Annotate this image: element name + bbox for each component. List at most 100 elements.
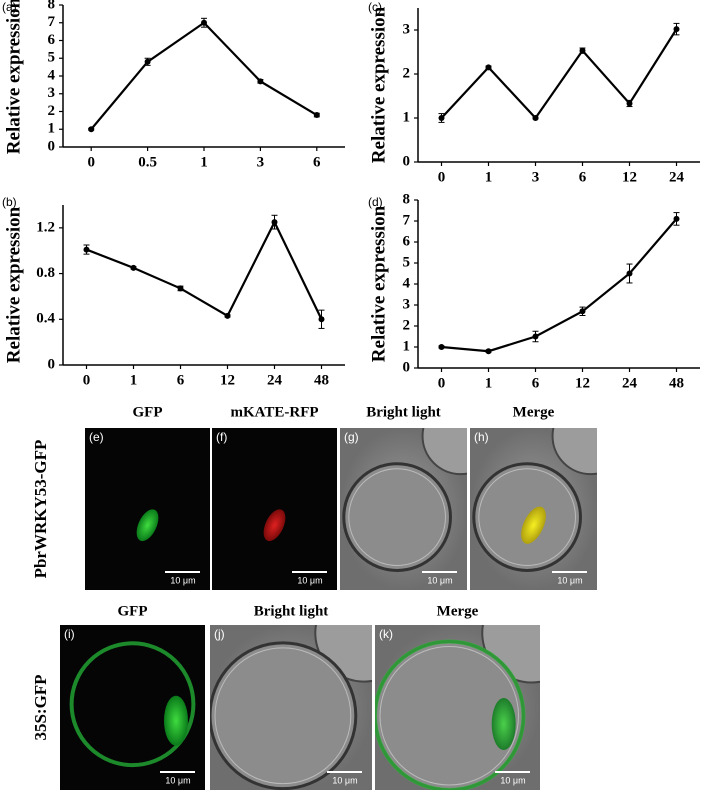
x-tick-label: 0 [438,169,446,185]
scale-label: 10 μm [500,775,525,785]
row-label: 35S:GFP [31,674,50,740]
membrane [375,639,526,790]
y-tick-label: 8 [403,191,411,207]
data-point [673,215,680,222]
data-point [485,64,492,71]
x-tick-label: 12 [575,375,590,391]
cell [551,428,597,476]
data-point [130,264,137,271]
x-tick-label: 48 [314,372,329,388]
panel-label: (a) [2,0,17,14]
y-tick-label: 7 [403,212,411,228]
x-tick-label: 12 [220,372,235,388]
panel-label: (b) [2,195,17,209]
data-point [201,19,207,26]
x-tick-label: 6 [313,154,321,170]
cell [421,428,467,476]
data-point [144,58,151,65]
x-tick-label: 0.5 [138,154,157,170]
y-axis-label: Relative expression [3,206,24,363]
scale-label: 10 μm [332,775,357,785]
panel-title: GFP [118,603,148,619]
micrograph [212,428,337,590]
nucleus [521,506,546,544]
data-point [532,333,539,340]
nucleus [136,509,159,542]
membrane [69,641,196,768]
y-tick-label: 4 [403,275,411,291]
panel-title: Bright light [366,404,441,420]
image-bg [85,428,210,590]
panel-title: Merge [513,404,555,420]
y-axis-label: Relative expression [368,205,389,362]
panel-tag: (e) [89,430,104,444]
data-point [579,308,586,315]
micrograph [470,428,597,590]
panel-title: Bright light [254,603,329,619]
y-tick-label: 0.8 [36,265,55,281]
cell [210,641,358,790]
x-tick-label: 0 [87,154,95,170]
data-line [441,218,678,353]
scale-label: 10 μm [165,775,190,785]
scale-label: 10 μm [170,575,195,585]
y-tick-label: 0 [48,356,56,372]
x-tick-label: 6 [532,375,540,391]
scale-label: 10 μm [427,575,452,585]
cell [314,625,372,683]
panel-tag: (h) [474,430,489,444]
data-point [177,285,184,292]
y-tick-label: 2 [403,317,411,333]
panel-tag: (j) [214,627,225,641]
nucleus [164,695,188,746]
image-bg [212,428,337,590]
cell [481,625,540,684]
y-tick-label: 4 [48,67,56,83]
x-tick-label: 1 [485,169,493,185]
y-tick-label: 1 [403,109,411,125]
panel-title: mKATE-RFP [230,404,318,420]
cell-inner [214,647,352,785]
x-tick-label: 3 [257,154,265,170]
micrograph [85,428,210,590]
nucleus [491,698,516,750]
y-axis-label: Relative expression [3,0,24,154]
y-tick-label: 1.2 [36,219,55,235]
data-line [90,21,318,130]
panel-tag: (g) [344,430,359,444]
y-tick-label: 3 [403,296,411,312]
y-tick-label: 0 [48,138,56,154]
x-tick-label: 6 [177,372,185,388]
panel-label: (d) [368,195,383,209]
data-line [86,219,323,320]
data-point [438,344,445,350]
micrograph [210,625,372,790]
data-point [257,78,264,85]
x-tick-label: 12 [622,169,637,185]
cell-inner [379,646,519,786]
y-tick-label: 1 [403,338,411,354]
cell-inner [478,468,576,566]
data-point [626,270,633,277]
cell [342,462,452,572]
data-point [579,47,586,54]
x-tick-label: 3 [532,169,540,185]
micrograph [375,625,540,790]
x-tick-label: 24 [622,375,638,391]
x-tick-label: 0 [438,375,446,391]
x-tick-label: 1 [130,372,138,388]
x-tick-label: 0 [83,372,91,388]
y-tick-label: 6 [403,233,411,249]
data-point [224,312,231,319]
panel-tag: (k) [379,627,393,641]
y-tick-label: 2 [403,65,411,81]
scale-label: 10 μm [557,575,582,585]
data-point [485,348,492,355]
panel-tag: (f) [216,430,227,444]
nucleus [263,509,286,542]
y-tick-label: 1 [48,121,56,137]
data-line [440,28,678,120]
cell-inner [348,468,446,566]
y-tick-label: 3 [48,85,56,101]
